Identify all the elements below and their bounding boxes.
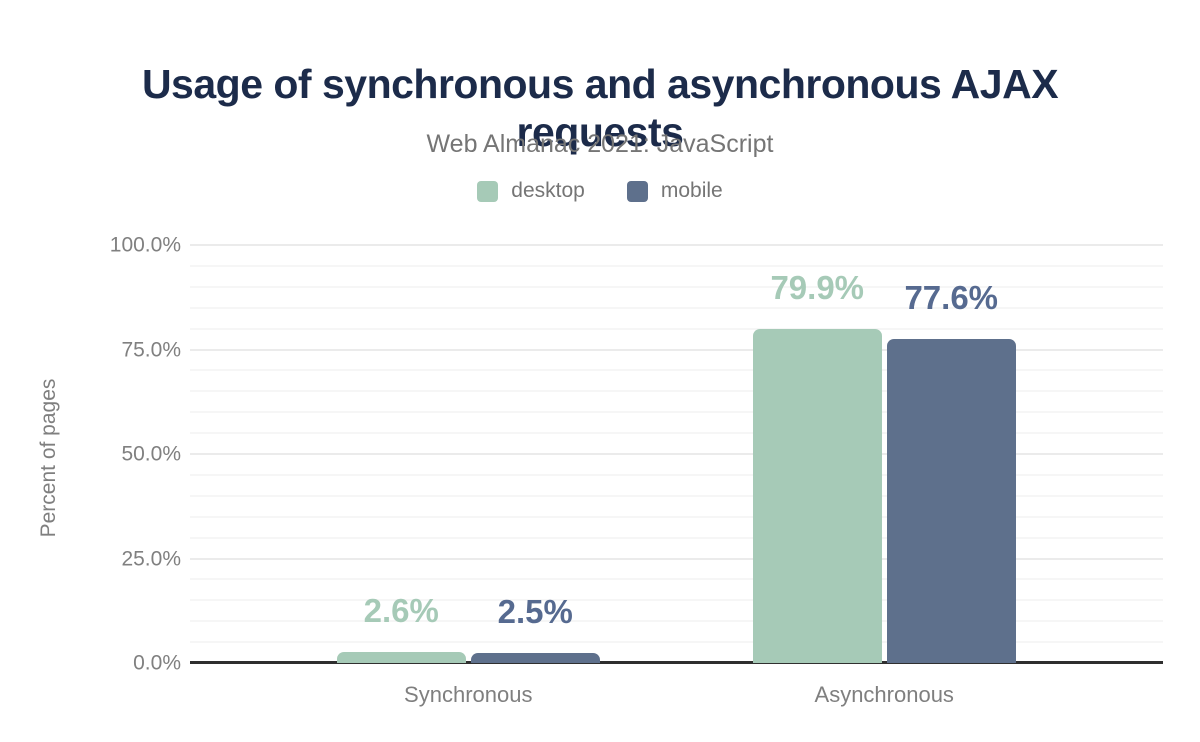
bar-column-mobile-asynchronous: 77.6% <box>886 245 1016 663</box>
minor-gridline-45 <box>190 473 1163 476</box>
x-axis-line <box>190 661 1163 664</box>
minor-gridline-90 <box>190 285 1163 288</box>
value-label-mobile-synchronous: 2.5% <box>497 592 573 630</box>
legend-item-mobile: mobile <box>626 179 723 203</box>
desktop-legend-swatch <box>477 180 499 202</box>
legend-item-desktop: desktop <box>477 179 585 203</box>
minor-gridline-60 <box>190 411 1163 414</box>
legend-label-desktop: desktop <box>511 179 585 202</box>
bar-desktop-synchronous <box>336 652 466 663</box>
y-tick-label-0: 0.0% <box>133 651 181 675</box>
y-tick-label-50: 50.0% <box>121 442 181 466</box>
minor-gridline-15 <box>190 599 1163 602</box>
minor-gridline-95 <box>190 264 1163 267</box>
legend: desktop mobile <box>0 179 1200 203</box>
chart-subtitle: Web Almanac 2021: JavaScript <box>426 130 774 158</box>
plot-area: 0.0% 25.0% 50.0% 75.0% 100.0% 2.6% 2.5% Synchro… <box>110 235 1163 707</box>
major-gridline-100 <box>190 244 1163 246</box>
minor-gridline-20 <box>190 578 1163 581</box>
y-tick-label-75: 75.0% <box>121 338 181 361</box>
bar-group-synchronous: 2.6% 2.5% Synchronous <box>336 245 600 707</box>
major-gridline-50 <box>190 453 1163 455</box>
minor-gridline-80 <box>190 327 1163 330</box>
value-label-mobile-asynchronous: 77.6% <box>904 278 999 316</box>
category-label-synchronous: Synchronous <box>404 682 533 707</box>
minor-gridline-5 <box>190 641 1163 644</box>
y-tick-label-25: 25.0% <box>121 547 181 570</box>
minor-gridline-10 <box>190 620 1163 623</box>
mobile-legend-swatch <box>626 180 648 202</box>
value-label-desktop-asynchronous: 79.9% <box>770 269 865 307</box>
bar-mobile-asynchronous <box>886 338 1016 663</box>
category-label-asynchronous: Asynchronous <box>814 682 954 707</box>
bar-mobile-synchronous <box>470 652 600 663</box>
value-label-desktop-synchronous: 2.6% <box>363 592 439 630</box>
minor-gridline-40 <box>190 494 1163 497</box>
minor-gridline-55 <box>190 432 1163 435</box>
major-gridline-75 <box>190 348 1163 351</box>
minor-gridline-65 <box>190 390 1163 393</box>
chart-title: Usage of synchronous and asynchronous AJ… <box>141 61 1059 156</box>
bar-column-desktop-synchronous: 2.6% <box>336 245 466 663</box>
minor-gridline-85 <box>190 306 1163 309</box>
y-axis-title: Percent of pages <box>37 378 60 538</box>
legend-label-mobile: mobile <box>660 179 723 202</box>
bar-column-desktop-asynchronous: 79.9% <box>752 245 882 663</box>
bar-column-mobile-synchronous: 2.5% <box>470 245 600 663</box>
bar-desktop-asynchronous <box>752 329 882 663</box>
y-tick-label-100: 100.0% <box>109 233 181 257</box>
major-gridline-25 <box>190 557 1163 560</box>
minor-gridline-30 <box>190 536 1163 539</box>
bar-group-asynchronous: 79.9% 77.6% Asynchronous <box>752 245 1016 707</box>
minor-gridline-35 <box>190 515 1163 518</box>
minor-gridline-70 <box>190 369 1163 372</box>
